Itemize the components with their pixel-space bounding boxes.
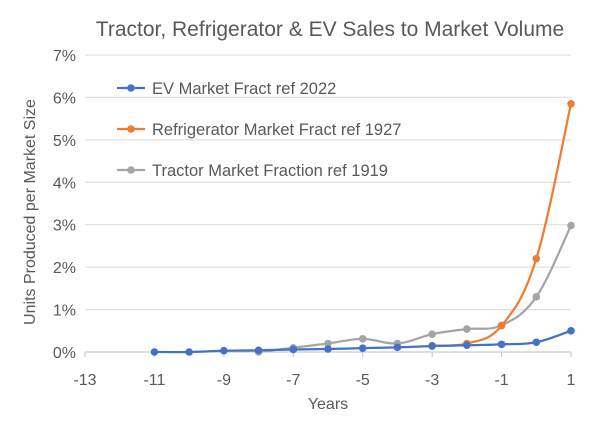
x-tick-label: -7 [286, 372, 300, 389]
data-point [463, 325, 471, 333]
data-point [428, 342, 436, 350]
data-point [324, 345, 332, 353]
legend-swatch-marker [127, 166, 135, 174]
legend-item: Tractor Market Fraction ref 1919 [117, 162, 388, 180]
data-point [532, 254, 541, 263]
x-tick-label: -13 [73, 372, 96, 389]
data-point [463, 341, 471, 350]
legend-label: Tractor Market Fraction ref 1919 [152, 162, 388, 180]
y-tick-label: 2% [53, 260, 76, 277]
axes: 0%1%2%3%4%5%6%7%-13 -11 -9 -7 -5 -3 -1 1 [53, 48, 576, 389]
x-tick-label: -3 [425, 372, 439, 389]
data-point [497, 321, 506, 330]
data-point [358, 335, 367, 343]
legend-swatch-marker [127, 84, 135, 92]
data-point [428, 330, 436, 338]
data-point [532, 338, 541, 347]
y-tick-label: 3% [53, 218, 76, 235]
y-tick-label: 1% [53, 303, 76, 320]
series-line [258, 225, 573, 354]
data-point [185, 348, 193, 356]
y-tick-label: 0% [53, 345, 76, 362]
y-tick-label: 7% [53, 48, 76, 65]
x-tick-label: -5 [356, 372, 370, 389]
legend-swatch-marker [127, 125, 135, 133]
series-layer [150, 99, 575, 356]
chart-title: Tractor, Refrigerator & EV Sales to Mark… [96, 18, 564, 41]
series-0 [150, 326, 575, 356]
data-point [567, 221, 575, 230]
grid [85, 54, 571, 311]
data-point [497, 340, 506, 349]
data-point [324, 339, 332, 348]
legend-item: EV Market Fract ref 2022 [117, 80, 336, 98]
data-point [220, 346, 228, 355]
data-point [567, 99, 575, 108]
legend: EV Market Fract ref 2022 Refrigerator Mar… [117, 80, 401, 180]
legend-item: Refrigerator Market Fract ref 1927 [117, 121, 401, 139]
x-tick-label: -9 [217, 372, 231, 389]
series-2 [254, 221, 575, 356]
data-point [393, 343, 402, 352]
data-point [289, 345, 298, 354]
y-axis-label: Units Produced per Market Size [22, 99, 39, 325]
data-point [150, 348, 159, 356]
x-tick-label: 1 [567, 372, 576, 389]
data-point [254, 346, 263, 355]
y-tick-label: 6% [53, 90, 76, 107]
legend-label: Refrigerator Market Fract ref 1927 [152, 121, 401, 139]
data-point [567, 326, 575, 335]
y-tick-label: 4% [53, 175, 76, 192]
y-tick-label: 5% [53, 133, 76, 150]
legend-label: EV Market Fract ref 2022 [152, 80, 336, 98]
data-point [532, 293, 541, 301]
data-point [358, 344, 367, 352]
x-axis-label: Years [308, 396, 348, 413]
x-tick-label: -11 [143, 372, 165, 389]
x-tick-label: -1 [494, 372, 508, 389]
